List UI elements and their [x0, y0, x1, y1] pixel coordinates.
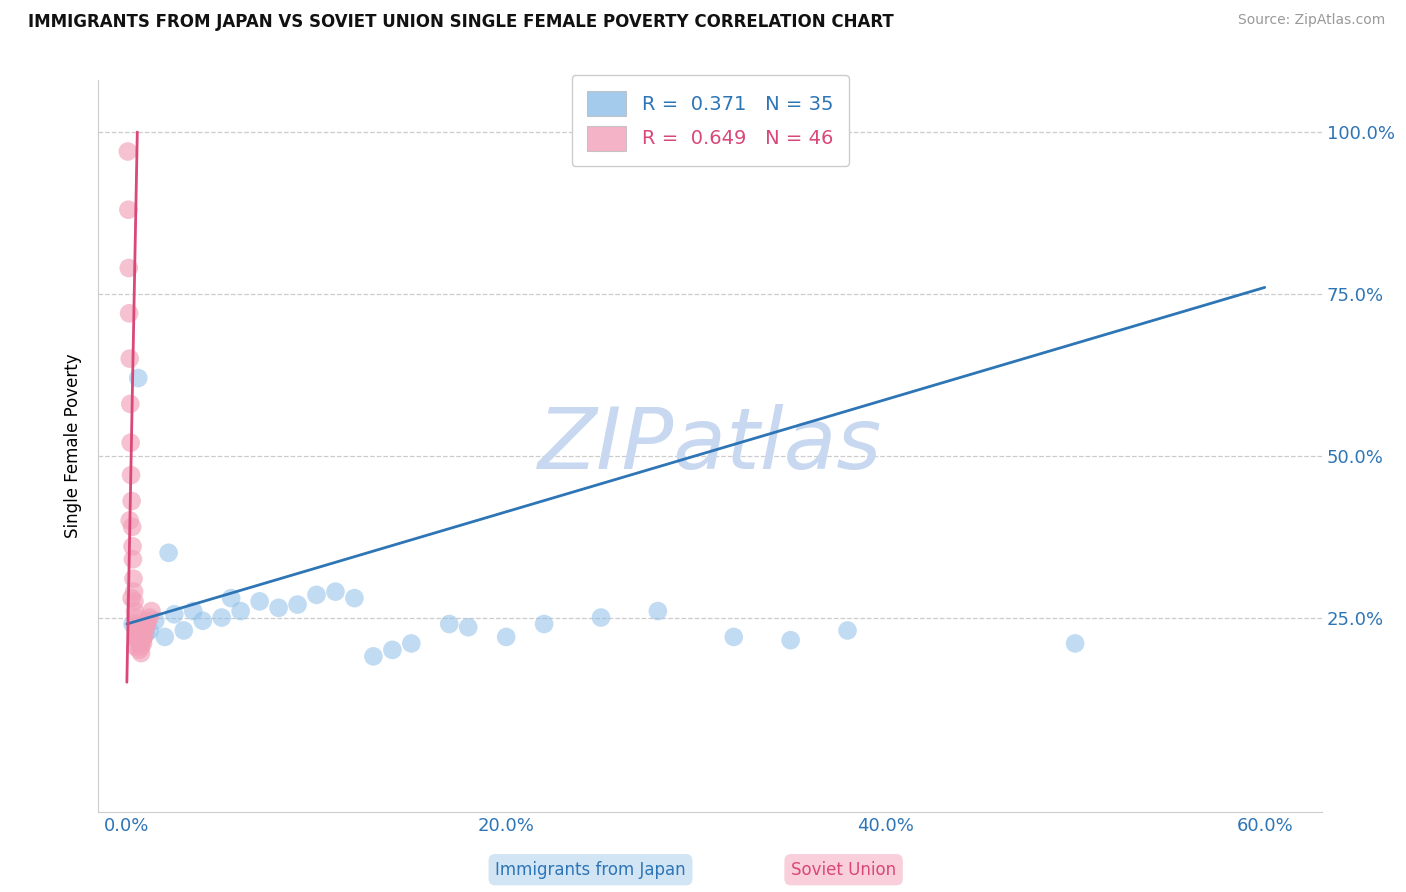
Point	[121, 539, 143, 553]
Point	[135, 620, 157, 634]
Point	[723, 630, 745, 644]
Point	[125, 624, 148, 638]
Legend: R =  0.371   N = 35, R =  0.649   N = 46: R = 0.371 N = 35, R = 0.649 N = 46	[571, 75, 849, 166]
Point	[779, 633, 801, 648]
Point	[128, 633, 150, 648]
Point	[135, 617, 157, 632]
Point	[121, 617, 143, 632]
Point	[131, 633, 153, 648]
Text: Soviet Union: Soviet Union	[792, 861, 896, 879]
Point	[127, 630, 149, 644]
Point	[157, 546, 180, 560]
Point	[125, 630, 148, 644]
Point	[127, 371, 149, 385]
Point	[118, 260, 141, 275]
Point	[143, 614, 166, 628]
Point	[124, 640, 146, 654]
Point	[134, 624, 156, 638]
Point	[120, 435, 142, 450]
Point	[129, 640, 152, 654]
Point	[121, 520, 143, 534]
Point	[181, 604, 204, 618]
Point	[132, 630, 155, 644]
Point	[118, 513, 141, 527]
Text: ZIPatlas: ZIPatlas	[538, 404, 882, 488]
Point	[287, 598, 309, 612]
Point	[122, 572, 145, 586]
Point	[122, 584, 145, 599]
Point	[124, 610, 146, 624]
Point	[495, 630, 517, 644]
Text: Immigrants from Japan: Immigrants from Japan	[495, 861, 686, 879]
Point	[121, 494, 143, 508]
Point	[118, 306, 141, 320]
Point	[124, 594, 146, 608]
Text: IMMIGRANTS FROM JAPAN VS SOVIET UNION SINGLE FEMALE POVERTY CORRELATION CHART: IMMIGRANTS FROM JAPAN VS SOVIET UNION SI…	[28, 13, 894, 31]
Y-axis label: Single Female Poverty: Single Female Poverty	[65, 354, 83, 538]
Point	[131, 633, 153, 648]
Point	[249, 594, 271, 608]
Point	[191, 614, 214, 628]
Point	[118, 351, 141, 366]
Point	[120, 468, 142, 483]
Point	[129, 636, 152, 650]
Point	[589, 610, 612, 624]
Point	[211, 610, 233, 624]
Point	[129, 630, 152, 644]
Point	[138, 624, 160, 638]
Point	[163, 607, 186, 622]
Point	[131, 626, 153, 640]
Point	[125, 617, 148, 632]
Point	[117, 145, 139, 159]
Point	[121, 591, 143, 606]
Point	[325, 584, 347, 599]
Point	[381, 643, 404, 657]
Point	[136, 614, 159, 628]
Point	[173, 624, 195, 638]
Point	[401, 636, 423, 650]
Point	[229, 604, 252, 618]
Point	[117, 202, 139, 217]
Point	[267, 600, 290, 615]
Point	[219, 591, 242, 606]
Point	[132, 636, 155, 650]
Point	[343, 591, 366, 606]
Point	[135, 626, 157, 640]
Point	[141, 604, 163, 618]
Point	[122, 552, 145, 566]
Point	[120, 397, 142, 411]
Point	[128, 633, 150, 648]
Point	[439, 617, 461, 632]
Point	[647, 604, 669, 618]
Point	[138, 610, 160, 624]
Point	[127, 626, 149, 640]
Point	[305, 588, 328, 602]
Point	[153, 630, 176, 644]
Point	[131, 630, 153, 644]
Point	[127, 626, 149, 640]
Point	[533, 617, 555, 632]
Point	[128, 643, 150, 657]
Point	[837, 624, 859, 638]
Point	[457, 620, 479, 634]
Point	[125, 620, 148, 634]
Point	[128, 636, 150, 650]
Point	[129, 646, 152, 660]
Point	[124, 604, 146, 618]
Point	[363, 649, 385, 664]
Text: Source: ZipAtlas.com: Source: ZipAtlas.com	[1237, 13, 1385, 28]
Point	[127, 633, 149, 648]
Point	[1064, 636, 1087, 650]
